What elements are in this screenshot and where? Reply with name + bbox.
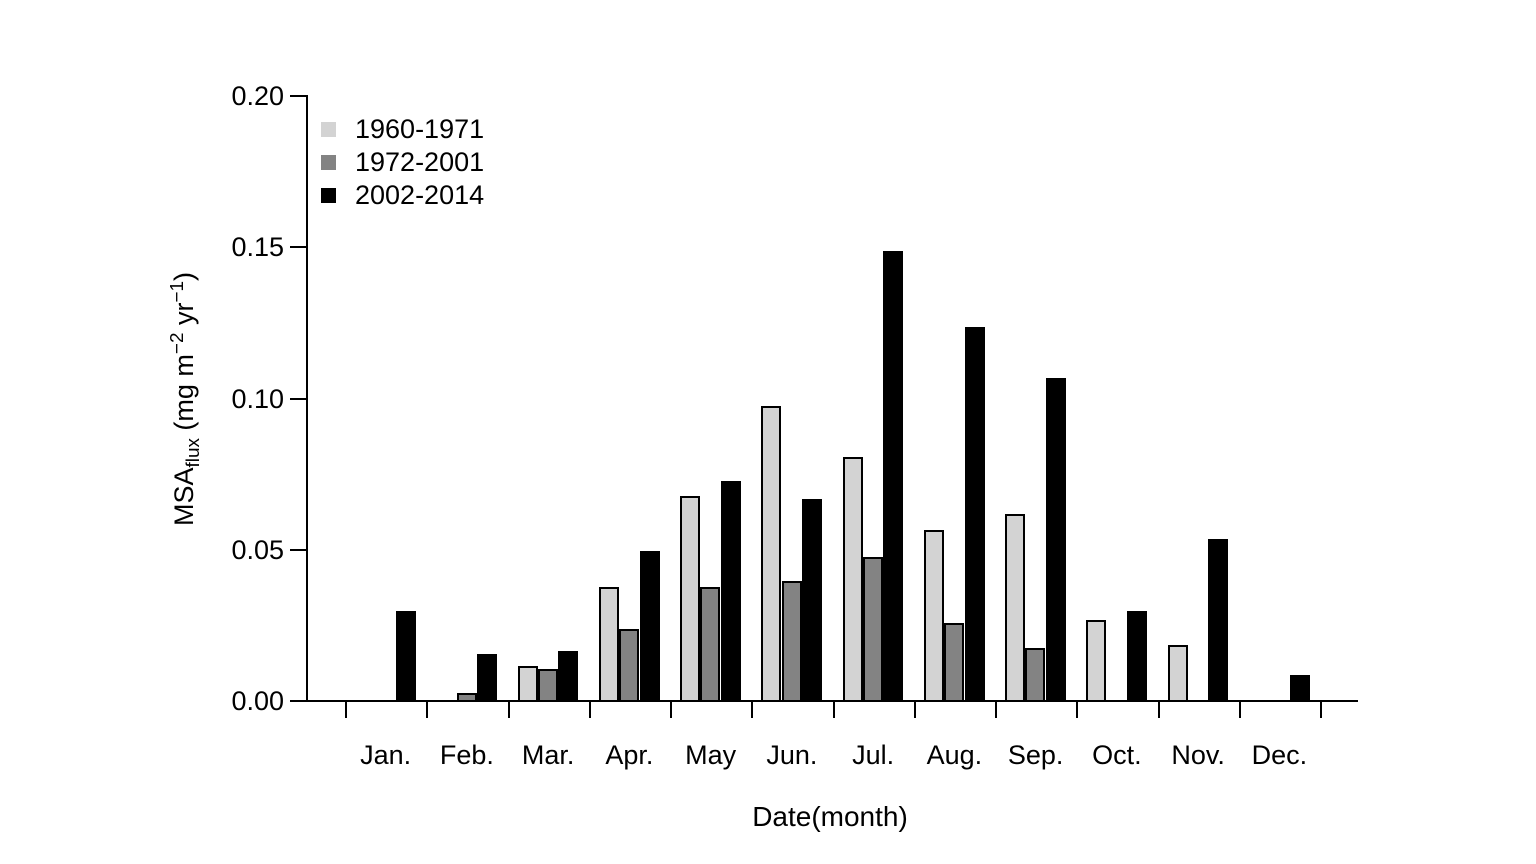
x-tick <box>751 702 754 718</box>
x-tick <box>1157 702 1160 718</box>
bar-2002-2014-dec <box>1290 675 1310 702</box>
x-tick <box>1076 702 1079 718</box>
bar-2002-2014-oct <box>1127 611 1147 702</box>
bar-2002-2014-nov <box>1208 539 1228 702</box>
bar-2002-2014-apr <box>640 551 660 702</box>
bar-1972-2001-jun <box>782 581 802 702</box>
legend: 1960-1971 1972-2001 2002-2014 <box>321 113 484 212</box>
legend-swatch-1960-1971 <box>321 122 336 137</box>
bar-1960-1971-nov <box>1168 645 1188 702</box>
y-tick-label: 0.15 <box>231 232 284 263</box>
y-tick <box>290 548 306 551</box>
bar-2002-2014-may <box>721 481 741 702</box>
x-tick-label: Feb. <box>439 740 494 770</box>
bar-1960-1971-mar <box>518 666 538 702</box>
x-tick-label: Oct. <box>1092 740 1142 770</box>
bar-1960-1971-aug <box>924 530 944 702</box>
x-tick-label: Jun. <box>766 740 818 770</box>
bar-1972-2001-jul <box>863 557 883 702</box>
x-tick <box>426 702 429 718</box>
x-tick-label: May <box>685 740 737 770</box>
x-tick <box>507 702 510 718</box>
x-tick-label: Mar. <box>521 740 575 770</box>
bar-1960-1971-jul <box>843 457 863 702</box>
y-tick-label: 0.10 <box>231 383 284 414</box>
bar-1972-2001-sep <box>1025 648 1045 702</box>
bar-1960-1971-jun <box>761 406 781 702</box>
y-tick-label: 0.20 <box>231 81 284 111</box>
bar-1972-2001-may <box>700 587 720 702</box>
x-tick <box>913 702 916 718</box>
bar-1972-2001-aug <box>944 623 964 702</box>
bar-1960-1971-sep <box>1005 514 1025 702</box>
y-tick-label: 0.00 <box>231 686 284 716</box>
bar-1960-1971-oct <box>1086 620 1106 702</box>
x-tick <box>1320 702 1322 718</box>
legend-label: 1972-2001 <box>355 147 485 177</box>
y-tick <box>290 246 306 249</box>
x-tick <box>1238 702 1241 718</box>
legend-row: 1972-2001 <box>321 146 484 179</box>
legend-label: 2002-2014 <box>355 180 485 210</box>
x-axis-title: Date(month) <box>752 801 908 832</box>
x-tick <box>832 702 835 718</box>
bar-1972-2001-apr <box>619 629 639 702</box>
y-tick <box>290 397 306 400</box>
x-tick-label: Jan. <box>360 740 412 770</box>
bar-2002-2014-jun <box>802 499 822 702</box>
bar-2002-2014-aug <box>965 327 985 702</box>
y-tick <box>290 700 306 702</box>
bar-2002-2014-mar <box>558 651 578 702</box>
x-tick-label: Nov. <box>1171 740 1225 770</box>
bar-1960-1971-apr <box>599 587 619 702</box>
legend-label: 1960-1971 <box>355 114 485 144</box>
x-tick <box>588 702 591 718</box>
x-tick-label: Dec. <box>1251 740 1308 770</box>
legend-row: 1960-1971 <box>321 113 484 146</box>
legend-row: 2002-2014 <box>321 179 484 212</box>
x-tick <box>345 702 347 718</box>
x-tick-label: Aug. <box>926 740 983 770</box>
y-tick-label: 0.05 <box>231 534 284 565</box>
y-tick <box>290 95 306 97</box>
x-tick <box>670 702 672 718</box>
y-axis-line <box>306 95 308 702</box>
legend-swatch-1972-2001 <box>321 155 336 170</box>
bar-1960-1971-may <box>680 496 700 702</box>
x-tick-label: Sep. <box>1007 740 1064 770</box>
x-tick-label: Apr. <box>605 740 654 770</box>
x-tick-label: Jul. <box>852 740 895 770</box>
bar-2002-2014-jan <box>396 611 416 702</box>
x-axis-line <box>306 700 1358 702</box>
bar-2002-2014-feb <box>477 654 497 702</box>
bar-2002-2014-jul <box>883 251 903 702</box>
bar-2002-2014-sep <box>1046 378 1066 702</box>
legend-swatch-2002-2014 <box>321 188 336 203</box>
bar-1972-2001-mar <box>538 669 558 702</box>
bar-1972-2001-feb <box>457 693 477 702</box>
x-tick <box>995 702 997 718</box>
